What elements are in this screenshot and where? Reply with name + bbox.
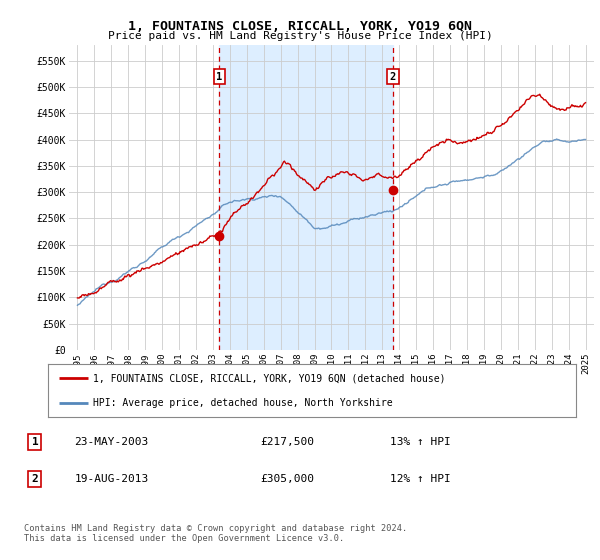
Bar — [220, 45, 393, 350]
Text: £217,500: £217,500 — [260, 437, 314, 447]
Text: 1, FOUNTAINS CLOSE, RICCALL, YORK, YO19 6QN (detached house): 1, FOUNTAINS CLOSE, RICCALL, YORK, YO19 … — [93, 374, 445, 384]
Text: Contains HM Land Registry data © Crown copyright and database right 2024.
This d: Contains HM Land Registry data © Crown c… — [24, 524, 407, 543]
Text: 2: 2 — [32, 474, 38, 484]
Text: 13% ↑ HPI: 13% ↑ HPI — [390, 437, 451, 447]
Text: 23-MAY-2003: 23-MAY-2003 — [74, 437, 149, 447]
Text: HPI: Average price, detached house, North Yorkshire: HPI: Average price, detached house, Nort… — [93, 398, 392, 408]
Text: 1, FOUNTAINS CLOSE, RICCALL, YORK, YO19 6QN: 1, FOUNTAINS CLOSE, RICCALL, YORK, YO19 … — [128, 20, 472, 32]
Text: 12% ↑ HPI: 12% ↑ HPI — [390, 474, 451, 484]
Text: £305,000: £305,000 — [260, 474, 314, 484]
Text: 1: 1 — [216, 72, 223, 82]
Text: 2: 2 — [390, 72, 396, 82]
Text: 19-AUG-2013: 19-AUG-2013 — [74, 474, 149, 484]
Text: 1: 1 — [32, 437, 38, 447]
Text: Price paid vs. HM Land Registry's House Price Index (HPI): Price paid vs. HM Land Registry's House … — [107, 31, 493, 41]
